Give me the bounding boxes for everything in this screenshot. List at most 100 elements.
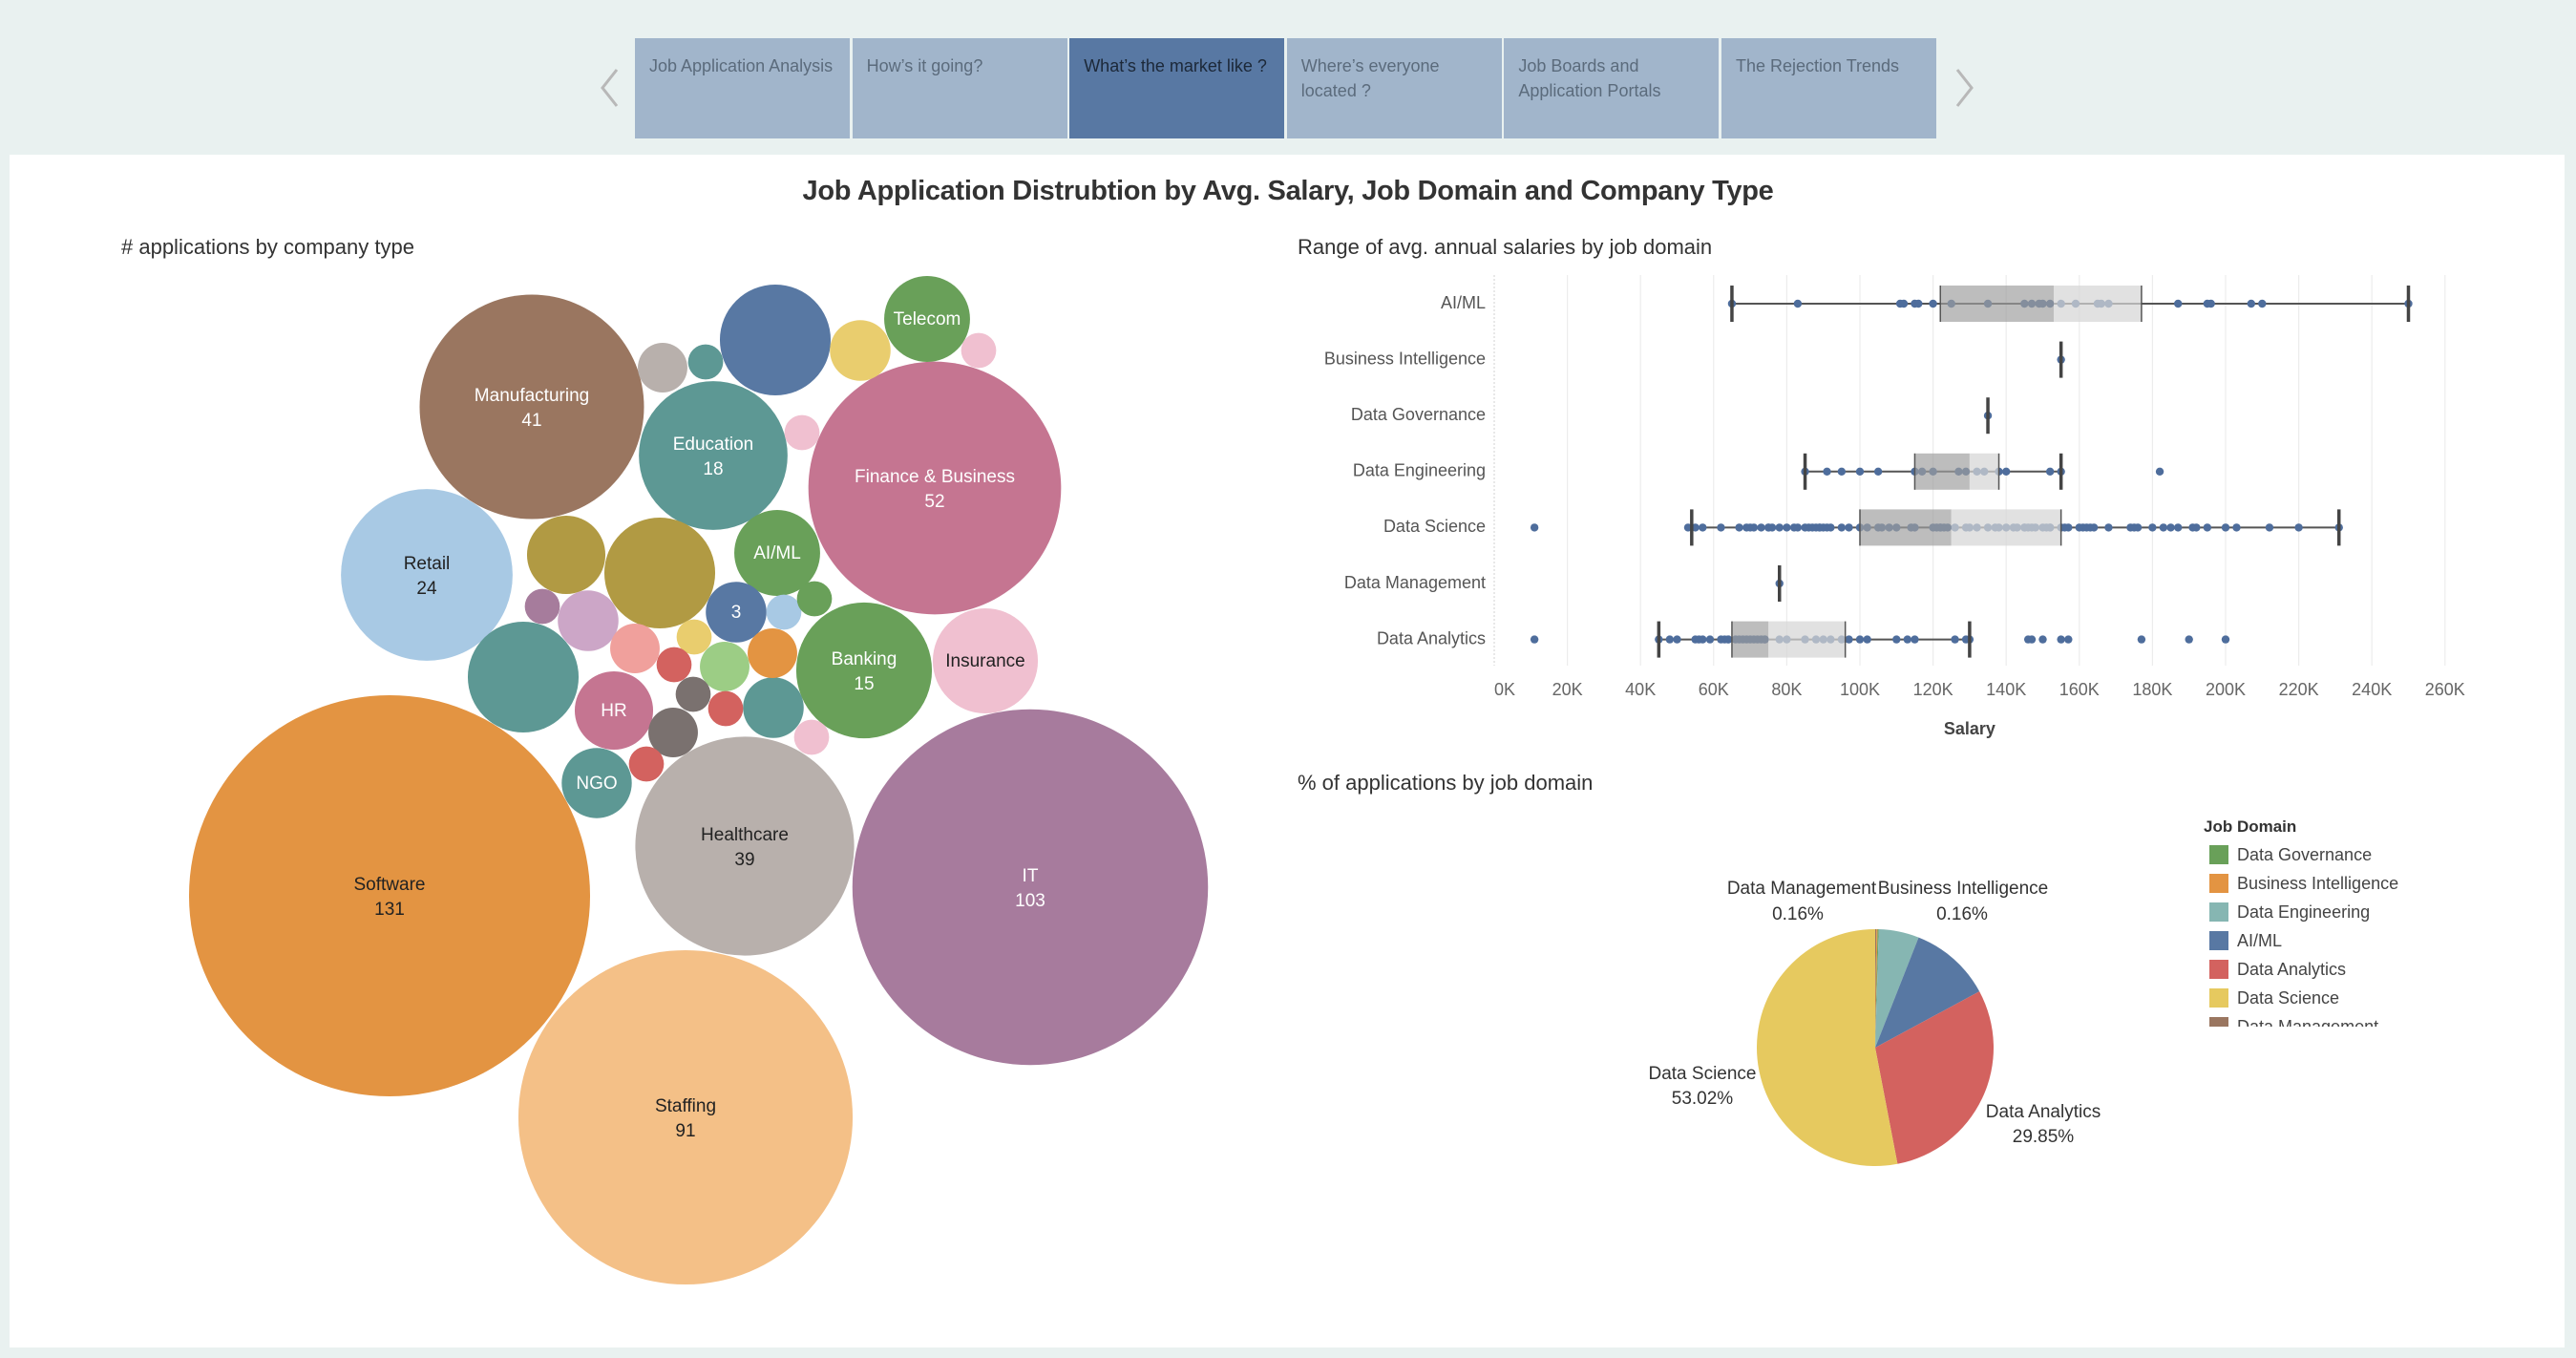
boxplot-row[interactable]: AI/ML (1441, 286, 2413, 322)
salary-point[interactable] (1951, 635, 1959, 644)
salary-point[interactable] (2159, 523, 2168, 532)
salary-point[interactable] (2089, 523, 2099, 532)
bubble-unlabeled[interactable] (603, 517, 716, 629)
salary-point[interactable] (1735, 523, 1743, 532)
salary-point[interactable] (2045, 467, 2055, 476)
next-story-button[interactable] (1953, 67, 1976, 109)
pie-slice-data-science[interactable] (1757, 929, 1898, 1166)
salary-point[interactable] (1775, 523, 1784, 532)
bubble-unlabeled[interactable] (743, 677, 804, 738)
bubble-unlabeled[interactable] (524, 588, 560, 625)
story-tab-wheres-everyone-located[interactable]: Where’s everyone located ? (1286, 38, 1502, 138)
legend-item[interactable]: Data Science (2202, 984, 2517, 1012)
salary-point[interactable] (2294, 523, 2303, 532)
bubble-unlabeled[interactable] (719, 284, 832, 396)
salary-point[interactable] (2232, 523, 2241, 532)
legend-item[interactable]: Business Intelligence (2202, 869, 2517, 898)
salary-point[interactable] (1837, 523, 1847, 532)
bubble-unlabeled[interactable] (796, 581, 833, 617)
bubble-unlabeled[interactable] (628, 746, 665, 782)
salary-point[interactable] (1911, 635, 1919, 644)
salary-point[interactable] (1873, 467, 1883, 476)
bubble-unlabeled[interactable] (558, 590, 619, 651)
salary-point[interactable] (2221, 523, 2230, 532)
legend-item[interactable]: Data Engineering (2202, 898, 2517, 926)
previous-story-button[interactable] (598, 67, 621, 109)
box-lower-half[interactable] (1731, 621, 1769, 658)
legend-item[interactable]: AI/ML (2202, 926, 2517, 955)
bubble-retail[interactable] (341, 489, 513, 661)
story-tab-whats-the-market-like[interactable]: What’s the market like ? (1069, 38, 1285, 138)
salary-point[interactable] (1826, 523, 1835, 532)
salary-point[interactable] (1673, 635, 1681, 644)
bubble-unlabeled[interactable] (648, 708, 698, 757)
bubble-it[interactable] (852, 709, 1209, 1066)
salary-point[interactable] (2038, 635, 2047, 644)
box-upper-half[interactable] (1768, 621, 1846, 658)
bubble-unlabeled[interactable] (656, 647, 692, 683)
salary-point[interactable] (1767, 523, 1777, 532)
salary-point[interactable] (1863, 635, 1871, 644)
bubble-unlabeled[interactable] (687, 344, 724, 380)
story-tab-hows-it-going[interactable]: How’s it going? (852, 38, 1067, 138)
salary-point[interactable] (1723, 635, 1733, 644)
salary-point[interactable] (1793, 299, 1803, 308)
boxplot-row[interactable]: Data Governance (1351, 397, 1993, 435)
bubble-unlabeled[interactable] (676, 619, 712, 655)
salary-point[interactable] (2148, 523, 2157, 532)
salary-point[interactable] (2137, 635, 2146, 644)
box-lower-half[interactable] (1860, 509, 1952, 546)
salary-point[interactable] (2133, 523, 2143, 532)
pie-slice-data-governance[interactable] (1875, 929, 1879, 1048)
salary-point[interactable] (1717, 523, 1725, 532)
bubble-ngo[interactable] (561, 748, 632, 818)
bubble-unlabeled[interactable] (748, 628, 797, 678)
legend-item[interactable]: Data Management (2202, 1012, 2517, 1027)
salary-point[interactable] (2174, 523, 2183, 532)
salary-point[interactable] (1855, 635, 1865, 644)
salary-point[interactable] (2064, 635, 2073, 644)
legend-item[interactable]: Data Governance (2202, 840, 2517, 869)
story-tab-job-boards-and-portals[interactable]: Job Boards and Application Portals (1504, 38, 1720, 138)
box-lower-half[interactable] (1940, 286, 2054, 322)
salary-point[interactable] (2206, 299, 2215, 308)
salary-point[interactable] (2174, 299, 2183, 308)
salary-point[interactable] (1783, 523, 1791, 532)
bubble-unlabeled[interactable] (793, 719, 830, 755)
bubble-unlabeled[interactable] (830, 320, 891, 381)
salary-point[interactable] (1665, 635, 1675, 644)
salary-point[interactable] (1699, 523, 1707, 532)
salary-point[interactable] (1903, 635, 1911, 644)
legend-item[interactable]: Data Analytics (2202, 955, 2517, 984)
boxplot-row[interactable]: Business Intelligence (1324, 341, 2065, 378)
pie-slice-ai-ml[interactable] (1875, 937, 1980, 1048)
salary-point[interactable] (1914, 299, 1923, 308)
salary-point[interactable] (1855, 467, 1865, 476)
bubble-education[interactable] (639, 381, 788, 530)
salary-point[interactable] (2185, 635, 2193, 644)
salary-point[interactable] (2221, 635, 2230, 644)
pie-slice-data-management[interactable] (1875, 929, 1877, 1048)
bubble-telecom[interactable] (884, 276, 970, 362)
bubble-unlabeled[interactable] (961, 332, 997, 369)
salary-point[interactable] (1845, 523, 1853, 532)
bubble-unlabeled[interactable] (766, 594, 802, 630)
box-upper-half[interactable] (1969, 453, 1999, 490)
bubble-unlabeled[interactable] (784, 414, 820, 451)
salary-point[interactable] (2203, 523, 2212, 532)
salary-point[interactable] (2265, 523, 2274, 532)
salary-point[interactable] (1705, 635, 1715, 644)
bubble-unlabeled[interactable] (707, 690, 744, 727)
salary-point[interactable] (1793, 523, 1803, 532)
pie-slice-data-analytics[interactable] (1875, 991, 1994, 1164)
boxplot-row[interactable]: Data Science (1383, 509, 2343, 546)
salary-point[interactable] (1749, 523, 1759, 532)
bubble-manufacturing[interactable] (419, 294, 644, 520)
salary-point[interactable] (1530, 635, 1539, 644)
bubble-unlabeled[interactable] (526, 515, 606, 595)
boxplot-row[interactable]: Data Engineering (1353, 453, 2164, 490)
salary-point[interactable] (2247, 299, 2256, 308)
salary-point[interactable] (2166, 523, 2175, 532)
bubble-ai-ml[interactable] (734, 510, 820, 596)
bubble-healthcare[interactable] (635, 736, 855, 956)
